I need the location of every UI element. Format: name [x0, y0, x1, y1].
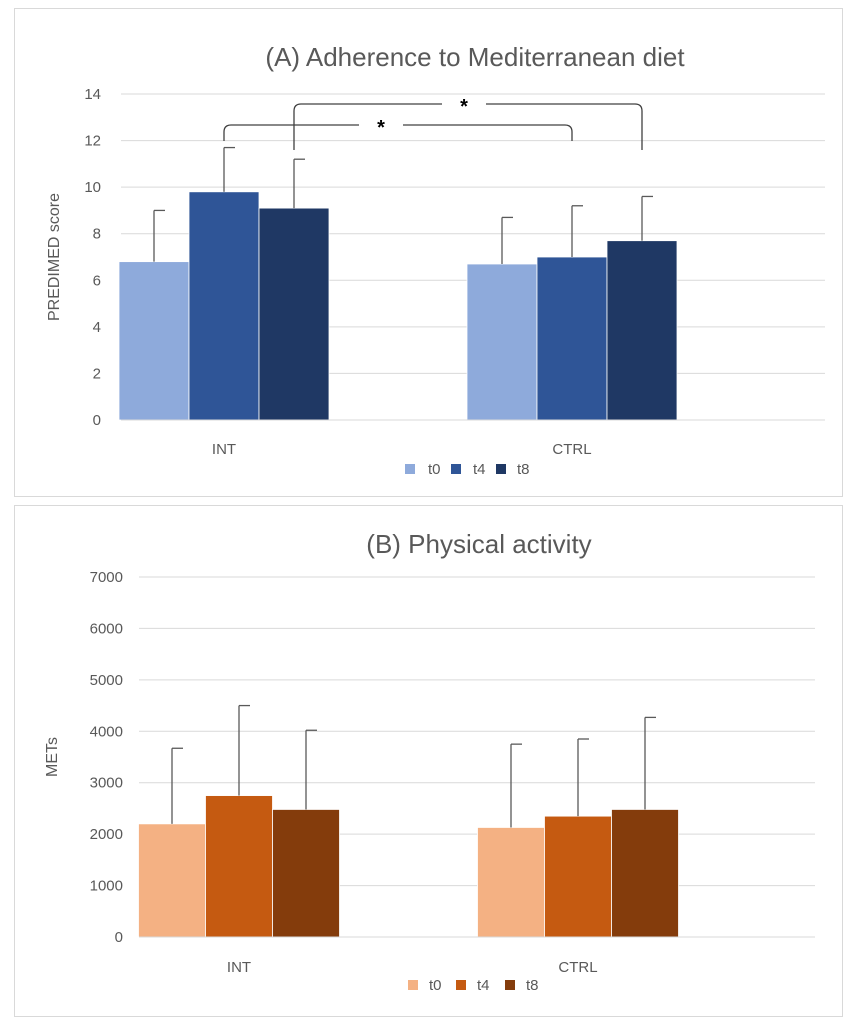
y-tick-label: 7000 — [90, 569, 123, 586]
chart-title: (B) Physical activity — [366, 529, 591, 559]
bar-t8-ctrl — [611, 809, 679, 938]
significance-bracket — [293, 103, 643, 150]
legend-label-t0: t0 — [429, 977, 442, 994]
y-tick-label: 4 — [93, 319, 101, 336]
bar-t4-int — [188, 191, 260, 421]
category-label-int: INT — [227, 959, 251, 976]
chart-panel-a: 0 2 4 6 8 10 12 14 (A) Adherence to Mediterranea… — [14, 8, 843, 497]
y-tick-label: 0 — [93, 412, 101, 429]
bar-t0-int — [118, 261, 190, 421]
bar-t4-int — [205, 795, 273, 938]
y-axis-label: METs — [44, 737, 61, 777]
chart-title: (A) Adherence to Mediterranean diet — [265, 42, 685, 72]
legend-label-t8: t8 — [517, 461, 530, 478]
chart-panel-b: 0 1000 2000 3000 4000 5000 6000 7000 (B) Physica… — [14, 505, 843, 1017]
y-tick-label: 14 — [84, 86, 101, 103]
chart-a-svg: 0 2 4 6 8 10 12 14 (A) Adherence to Mediterranea… — [46, 42, 825, 478]
y-tick-label: 10 — [84, 179, 101, 196]
y-tick-label: 1000 — [90, 878, 123, 895]
y-tick-label: 5000 — [90, 672, 123, 689]
y-tick-label: 8 — [93, 226, 101, 243]
legend-swatch-t0 — [405, 464, 415, 474]
legend-swatch-t8 — [505, 980, 515, 990]
bar-t4-ctrl — [544, 815, 612, 938]
y-tick-label: 0 — [115, 929, 123, 946]
legend-swatch-t8 — [496, 464, 506, 474]
significance-star: * — [377, 117, 385, 139]
bar-t8-int — [272, 809, 340, 938]
legend-swatch-t4 — [451, 464, 461, 474]
chart-b-svg: 0 1000 2000 3000 4000 5000 6000 7000 (B) Physica… — [44, 529, 815, 994]
y-tick-label: 2000 — [90, 826, 123, 843]
category-label-int: INT — [212, 441, 236, 458]
bar-t0-ctrl — [477, 827, 545, 938]
bar-t0-int — [138, 823, 206, 938]
significance-star: * — [460, 96, 468, 118]
y-tick-label: 12 — [84, 133, 101, 150]
bar-t0-ctrl — [466, 263, 538, 421]
category-label-ctrl: CTRL — [552, 441, 591, 458]
legend-label-t4: t4 — [473, 461, 486, 478]
legend-swatch-t0 — [408, 980, 418, 990]
legend-label-t4: t4 — [477, 977, 490, 994]
y-tick-label: 6 — [93, 272, 101, 289]
y-tick-label: 2 — [93, 365, 101, 382]
legend-label-t0: t0 — [428, 461, 441, 478]
legend-label-t8: t8 — [526, 977, 539, 994]
y-tick-label: 4000 — [90, 723, 123, 740]
y-tick-label: 6000 — [90, 620, 123, 637]
category-label-ctrl: CTRL — [558, 959, 597, 976]
legend-swatch-t4 — [456, 980, 466, 990]
significance-bracket — [223, 124, 573, 141]
bar-t8-int — [258, 207, 330, 421]
y-tick-label: 3000 — [90, 775, 123, 792]
y-axis-label: PREDIMED score — [46, 193, 63, 321]
bar-t8-ctrl — [606, 240, 678, 421]
bar-t4-ctrl — [536, 256, 608, 421]
